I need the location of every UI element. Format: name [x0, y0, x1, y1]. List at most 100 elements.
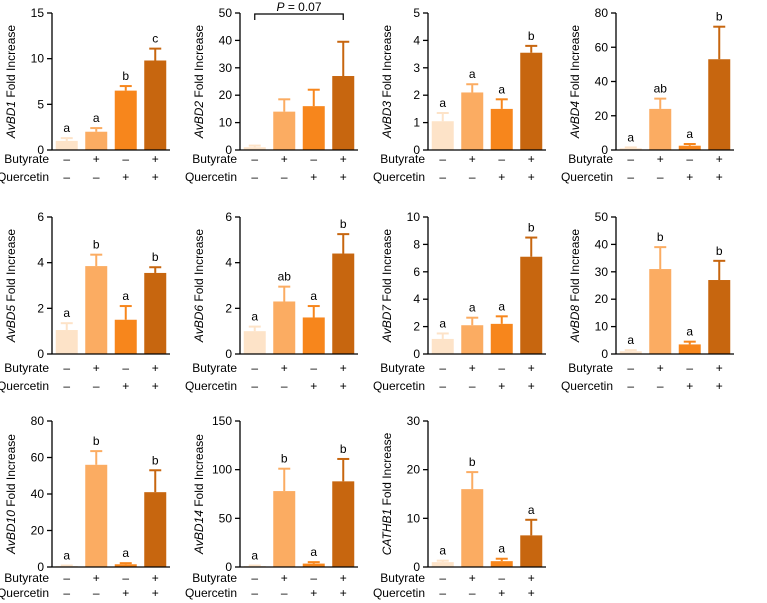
significance-letter: b [657, 230, 664, 244]
quercetin-label: Quercetin [561, 170, 613, 184]
bar [85, 131, 108, 150]
y-tick-label: 10 [407, 210, 421, 224]
y-tick-label: 50 [219, 6, 233, 20]
y-tick-label: 10 [31, 52, 45, 66]
y-tick-label: 60 [31, 451, 45, 465]
butyrate-level: + [281, 361, 288, 375]
y-label-suffix: Fold Increase [380, 432, 394, 508]
significance-letter: b [281, 452, 288, 466]
y-tick-label: 6 [37, 210, 44, 224]
quercetin-label: Quercetin [185, 586, 237, 600]
quercetin-label: Quercetin [373, 379, 425, 393]
y-tick-label: 0 [225, 143, 232, 157]
y-axis-label: AvBD3 Fold Increase [380, 25, 394, 140]
y-tick-label: 20 [31, 524, 45, 538]
significance-bracket [254, 13, 344, 20]
significance-letter: b [340, 217, 347, 231]
bar [520, 256, 543, 354]
bar [520, 535, 543, 567]
chart-avbd10: 0 20 40 60 80 AvBD10 Fold Increase a b a b Butyrat… [0, 414, 170, 600]
significance-letter: a [439, 316, 446, 330]
butyrate-level: – [310, 571, 317, 585]
chart-avbd7: 0 2 4 6 8 10 AvBD7 Fold Increase a a a b Butyrate Qu… [373, 210, 546, 393]
quercetin-label: Quercetin [373, 170, 425, 184]
quercetin-level: + [310, 170, 317, 184]
bar [708, 59, 731, 150]
quercetin-level: – [251, 170, 258, 184]
y-axis-label: AvBD5 Fold Increase [4, 229, 18, 344]
chart-avbd5: 0 2 4 6 AvBD5 Fold Increase a b a b Butyrate Querc… [0, 210, 170, 393]
significance-letter: a [686, 325, 693, 339]
y-tick-label: 50 [595, 210, 609, 224]
quercetin-label: Quercetin [185, 379, 237, 393]
butyrate-level: + [657, 152, 664, 166]
butyrate-level: + [340, 571, 347, 585]
y-tick-label: 20 [595, 292, 609, 306]
butyrate-level: + [281, 152, 288, 166]
y-tick-label: 5 [413, 6, 420, 20]
quercetin-level: – [439, 170, 446, 184]
butyrate-level: + [340, 361, 347, 375]
butyrate-level: + [469, 361, 476, 375]
butyrate-level: – [251, 571, 258, 585]
gene-name: AvBD8 [568, 305, 582, 343]
significance-letter: a [439, 544, 446, 558]
quercetin-level: – [281, 170, 288, 184]
bar [85, 464, 108, 567]
bar [520, 52, 543, 151]
quercetin-level: + [122, 586, 129, 600]
butyrate-level: – [63, 152, 70, 166]
y-tick-label: 8 [413, 237, 420, 251]
butyrate-label: Butyrate [568, 361, 613, 375]
bar [55, 140, 78, 150]
y-tick-label: 20 [219, 88, 233, 102]
quercetin-level: – [657, 170, 664, 184]
chart-avbd8: 0 10 20 30 40 50 AvBD8 Fold Increase a b a b Butyra… [561, 210, 734, 393]
quercetin-level: + [122, 170, 129, 184]
significance-letter: b [152, 250, 159, 264]
significance-letter: a [93, 111, 100, 125]
gene-name: AvBD2 [192, 101, 206, 139]
y-tick-label: 15 [31, 6, 45, 20]
bar [490, 323, 513, 354]
y-tick-label: 60 [595, 40, 609, 54]
butyrate-level: – [310, 152, 317, 166]
butyrate-level: – [122, 361, 129, 375]
butyrate-level: + [152, 571, 159, 585]
butyrate-label: Butyrate [4, 152, 49, 166]
butyrate-level: + [528, 571, 535, 585]
y-label-suffix: Fold Increase [192, 229, 206, 305]
bar [243, 331, 266, 354]
butyrate-label: Butyrate [4, 361, 49, 375]
y-tick-label: 5 [37, 97, 44, 111]
butyrate-level: + [93, 361, 100, 375]
quercetin-level: – [657, 379, 664, 393]
butyrate-level: + [657, 361, 664, 375]
gene-name: AvBD10 [4, 510, 18, 555]
significance-letter: a [63, 549, 70, 563]
quercetin-level: + [528, 170, 535, 184]
y-axis-label: AvBD10 Fold Increase [4, 434, 18, 555]
butyrate-level: + [528, 361, 535, 375]
butyrate-level: + [716, 152, 723, 166]
bar [708, 280, 731, 354]
y-tick-label: 0 [601, 143, 608, 157]
quercetin-level: – [439, 586, 446, 600]
butyrate-level: – [63, 361, 70, 375]
quercetin-level: + [310, 586, 317, 600]
y-tick-label: 2 [37, 301, 44, 315]
butyrate-level: – [251, 361, 258, 375]
bar [649, 108, 672, 150]
bar [332, 253, 355, 354]
quercetin-level: + [716, 170, 723, 184]
y-label-suffix: Fold Increase [380, 229, 394, 305]
quercetin-level: – [281, 586, 288, 600]
butyrate-level: – [439, 152, 446, 166]
quercetin-level: – [93, 170, 100, 184]
significance-letter: a [63, 306, 70, 320]
butyrate-label: Butyrate [380, 361, 425, 375]
significance-letter: a [122, 289, 129, 303]
y-tick-label: 80 [595, 6, 609, 20]
y-label-suffix: Fold Increase [192, 434, 206, 510]
